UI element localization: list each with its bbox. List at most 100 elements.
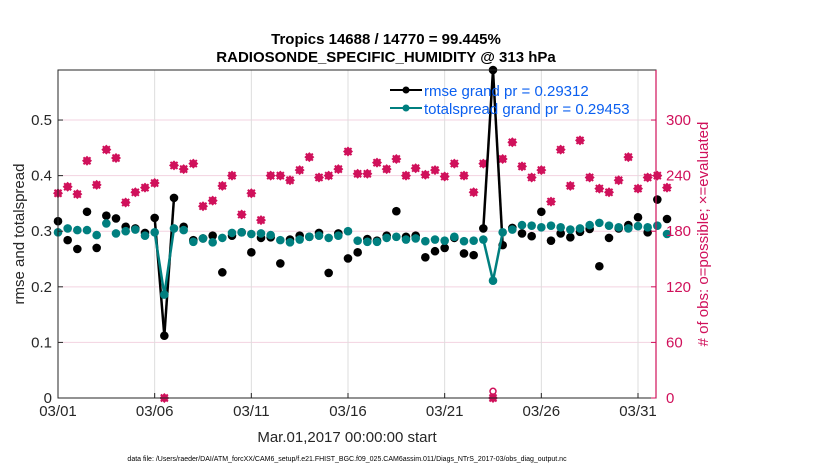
- rmse-point: [662, 214, 672, 224]
- rmse-point: [633, 213, 643, 222]
- obs-evaluated-cross: [643, 173, 652, 182]
- totalspread-point: [624, 224, 633, 233]
- obs-evaluated-marker: [401, 170, 411, 181]
- rmse-point: [566, 233, 575, 242]
- obs-evaluated-marker: [256, 215, 266, 226]
- totalspread-line-segment: [153, 232, 166, 295]
- obs-evaluated-marker: [546, 196, 556, 207]
- x-axis-label: Mar.01,2017 00:00:00 start: [257, 429, 437, 446]
- obs-evaluated-cross: [479, 159, 488, 168]
- totalspread-point: [353, 236, 362, 245]
- totalspread-point: [498, 228, 507, 237]
- obs-evaluated-marker: [381, 164, 392, 175]
- totalspread-line-segment: [163, 228, 176, 295]
- obs-evaluated-marker: [111, 153, 121, 164]
- totalspread-point: [643, 223, 652, 232]
- rmse-point: [440, 243, 449, 253]
- obs-evaluated-cross: [372, 158, 382, 167]
- data-file-footnote: data file: /Users/raeder/DAI/ATM_forcXX/…: [127, 456, 567, 463]
- obs-evaluated-marker: [420, 169, 431, 180]
- x-tick-label: 03/26: [523, 403, 561, 420]
- obs-evaluated-cross: [353, 169, 362, 178]
- rmse-point: [421, 253, 430, 262]
- chart-title-line-1: Tropics 14688 / 14770 = 99.445%: [271, 31, 501, 48]
- obs-evaluated-marker: [120, 197, 131, 208]
- y-right-tick-label: 60: [666, 334, 683, 351]
- obs-evaluated-cross: [401, 171, 411, 180]
- obs-evaluated-cross: [624, 152, 633, 162]
- obs-evaluated-cross: [169, 161, 179, 170]
- totalspread-point: [305, 232, 314, 242]
- obs-evaluated-marker: [565, 180, 576, 191]
- rmse-point: [556, 229, 565, 238]
- totalspread-point: [160, 290, 169, 299]
- totalspread-point: [82, 225, 92, 235]
- y-axis-label-right: # of obs: o=possible; ×=evaluated: [695, 122, 712, 347]
- legend: rmse grand pr = 0.29312 totalspread gran…: [390, 83, 630, 118]
- obs-evaluated-cross: [276, 171, 285, 180]
- totalspread-point: [63, 224, 72, 233]
- obs-evaluated-marker: [517, 161, 527, 172]
- obs-evaluated-marker: [497, 153, 508, 164]
- totalspread-point: [430, 235, 440, 244]
- totalspread-point: [218, 233, 227, 243]
- obs-evaluated-marker: [246, 188, 257, 199]
- obs-evaluated-cross: [440, 172, 449, 181]
- obs-evaluated-cross: [92, 180, 101, 190]
- obs-evaluated-marker: [594, 183, 605, 194]
- obs-evaluated-cross: [469, 188, 478, 197]
- obs-evaluated-marker: [633, 183, 643, 194]
- x-tick-label: 03/11: [233, 403, 269, 420]
- obs-evaluated-cross: [556, 145, 565, 154]
- obs-evaluated-cross: [653, 171, 662, 180]
- obs-evaluated-marker: [275, 170, 286, 181]
- obs-evaluated-cross: [208, 196, 217, 205]
- obs-evaluated-cross: [546, 197, 556, 206]
- obs-evaluated-marker: [236, 209, 247, 220]
- obs-evaluated-cross: [247, 189, 256, 198]
- totalspread-point: [392, 232, 401, 242]
- obs-evaluated-cross: [314, 173, 324, 182]
- totalspread-line-segment: [491, 232, 504, 281]
- obs-possible-marker: [489, 387, 497, 396]
- totalspread-point: [459, 236, 469, 246]
- y-tick-label: 0: [44, 390, 52, 407]
- obs-evaluated-cross: [575, 136, 585, 145]
- totalspread-point: [614, 223, 623, 232]
- rmse-point: [604, 233, 614, 243]
- obs-evaluated-marker: [304, 152, 315, 163]
- rmse-point: [247, 248, 256, 257]
- obs-evaluated-marker: [323, 170, 334, 181]
- obs-evaluated-marker: [468, 187, 479, 198]
- y-tick-label: 0.1: [31, 334, 52, 351]
- obs-evaluated-marker: [584, 172, 595, 183]
- rmse-point: [111, 214, 121, 223]
- totalspread-point: [208, 238, 217, 247]
- rmse-point: [324, 268, 333, 278]
- totalspread-point: [266, 230, 275, 240]
- totalspread-point: [575, 224, 585, 233]
- obs-evaluated-marker: [91, 179, 102, 190]
- obs-evaluated-marker: [507, 137, 518, 148]
- totalspread-point: [189, 237, 198, 247]
- rmse-point: [102, 211, 111, 220]
- y-tick-label: 0.5: [31, 112, 52, 129]
- obs-evaluated-marker: [285, 175, 295, 186]
- obs-evaluated-cross: [411, 164, 420, 173]
- obs-evaluated-marker: [478, 158, 489, 169]
- obs-evaluated-cross: [537, 165, 546, 175]
- rmse-point: [653, 195, 662, 204]
- totalspread-point: [401, 235, 411, 244]
- rmse-line-segment: [491, 69, 504, 246]
- obs-evaluated-marker: [227, 170, 237, 181]
- rmse-point: [82, 207, 92, 217]
- x-tick-label: 03/01: [39, 403, 77, 420]
- rmse-point: [92, 243, 101, 253]
- obs-evaluated-cross: [450, 159, 459, 168]
- totalspread-point: [295, 235, 304, 244]
- rmse-line-segment: [482, 69, 495, 229]
- obs-evaluated-cross: [150, 178, 159, 188]
- totalspread-point: [247, 229, 256, 239]
- totalspread-point: [585, 220, 594, 230]
- totalspread-point: [131, 225, 140, 234]
